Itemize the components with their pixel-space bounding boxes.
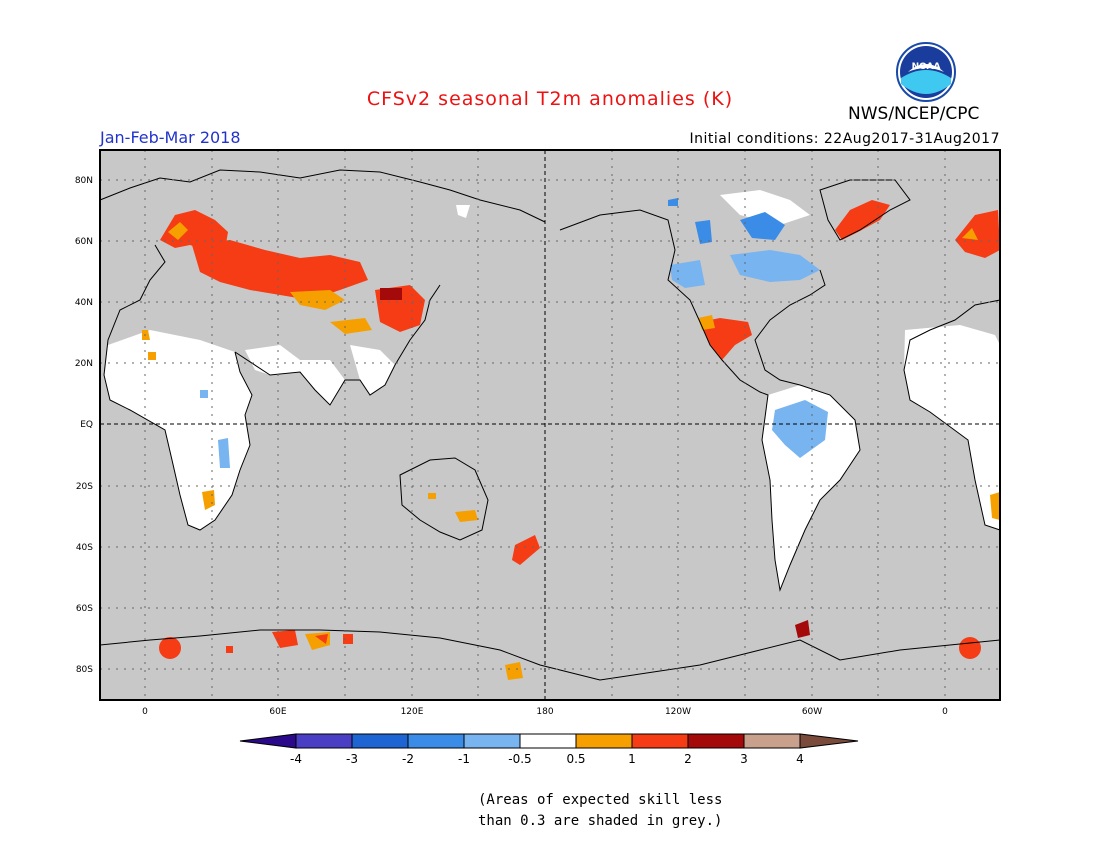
colorbar-label: -1: [458, 752, 470, 766]
lon-label: 180: [536, 707, 553, 717]
colorbar-label: -2: [402, 752, 414, 766]
lon-label: 0: [142, 707, 148, 717]
lat-label: 20S: [76, 482, 93, 492]
colorbar-segment: [295, 733, 353, 749]
colorbar-segment: [351, 733, 409, 749]
footnote-line: than 0.3 are shaded in grey.): [478, 813, 723, 829]
colorbar-label: 1: [628, 752, 636, 766]
colorbar-max-arrow: [799, 733, 859, 749]
colorbar-segment: [519, 733, 577, 749]
map-title: CFSv2 seasonal T2m anomalies (K): [366, 88, 734, 110]
lat-label: 40N: [75, 298, 93, 308]
colorbar-label: -3: [346, 752, 358, 766]
lat-label: 80S: [76, 665, 93, 675]
agency-label: NWS/NCEP/CPC: [848, 104, 980, 124]
lon-label: 0: [942, 707, 948, 717]
lon-label: 60E: [269, 707, 286, 717]
latitude-labels: 80N 60N 40N 20N EQ 20S 40S 60S 80S: [75, 176, 93, 675]
lon-label: 60W: [802, 707, 822, 717]
coastlines: [99, 169, 1001, 681]
noaa-logo: NOAA: [896, 42, 956, 102]
skill-footnote: (Areas of expected skill less than 0.3 a…: [478, 790, 722, 832]
colorbar-label: 0.5: [566, 752, 585, 766]
colorbar-segment: [463, 733, 521, 749]
colorbar-label: -0.5: [508, 752, 531, 766]
colorbar-segment: [687, 733, 745, 749]
colorbar-label: 4: [796, 752, 804, 766]
footnote-line: (Areas of expected skill less: [478, 792, 723, 808]
lat-label: 60S: [76, 604, 93, 614]
colorbar-segment: [743, 733, 801, 749]
lat-label: EQ: [80, 420, 93, 430]
lat-label: 60N: [75, 237, 93, 247]
lat-label: 80N: [75, 176, 93, 186]
colorbar-segment: [407, 733, 465, 749]
map-frame: [99, 149, 1001, 701]
cool-anomalies: [200, 198, 828, 468]
colorbar-min-arrow: [239, 733, 297, 749]
colorbar-label: 2: [684, 752, 692, 766]
colorbar-label: -4: [290, 752, 302, 766]
colorbar-label: 3: [740, 752, 748, 766]
longitude-labels: 0 60E 120E 180 120W 60W 0: [142, 707, 948, 717]
lon-label: 120E: [401, 707, 424, 717]
logo-text: NOAA: [912, 62, 941, 72]
season-label: Jan-Feb-Mar 2018: [100, 128, 241, 147]
colorbar: -4 -3 -2 -1 -0.5 0.5 1 2 3 4: [239, 733, 859, 766]
initial-conditions-label: Initial conditions: 22Aug2017-31Aug2017: [689, 131, 1000, 147]
colorbar-segment: [631, 733, 689, 749]
warm-anomalies: [142, 200, 1000, 680]
colorbar-segment: [575, 733, 633, 749]
graticule: [100, 150, 1000, 700]
lon-label: 120W: [665, 707, 691, 717]
lat-label: 40S: [76, 543, 93, 553]
lat-label: 20N: [75, 359, 93, 369]
